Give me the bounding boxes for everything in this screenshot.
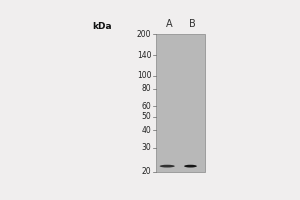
Bar bbox=[156, 34, 205, 172]
Text: 40: 40 bbox=[142, 126, 152, 135]
Text: 200: 200 bbox=[137, 30, 152, 39]
Text: 100: 100 bbox=[137, 71, 152, 80]
Text: 30: 30 bbox=[142, 143, 152, 152]
Ellipse shape bbox=[184, 165, 197, 168]
Text: 50: 50 bbox=[142, 112, 152, 121]
Ellipse shape bbox=[160, 165, 175, 168]
Text: 60: 60 bbox=[142, 102, 152, 111]
Text: 140: 140 bbox=[137, 51, 152, 60]
Text: 20: 20 bbox=[142, 167, 152, 176]
Text: kDa: kDa bbox=[92, 22, 112, 31]
Text: 80: 80 bbox=[142, 84, 152, 93]
Text: B: B bbox=[189, 19, 196, 29]
Text: A: A bbox=[166, 19, 172, 29]
